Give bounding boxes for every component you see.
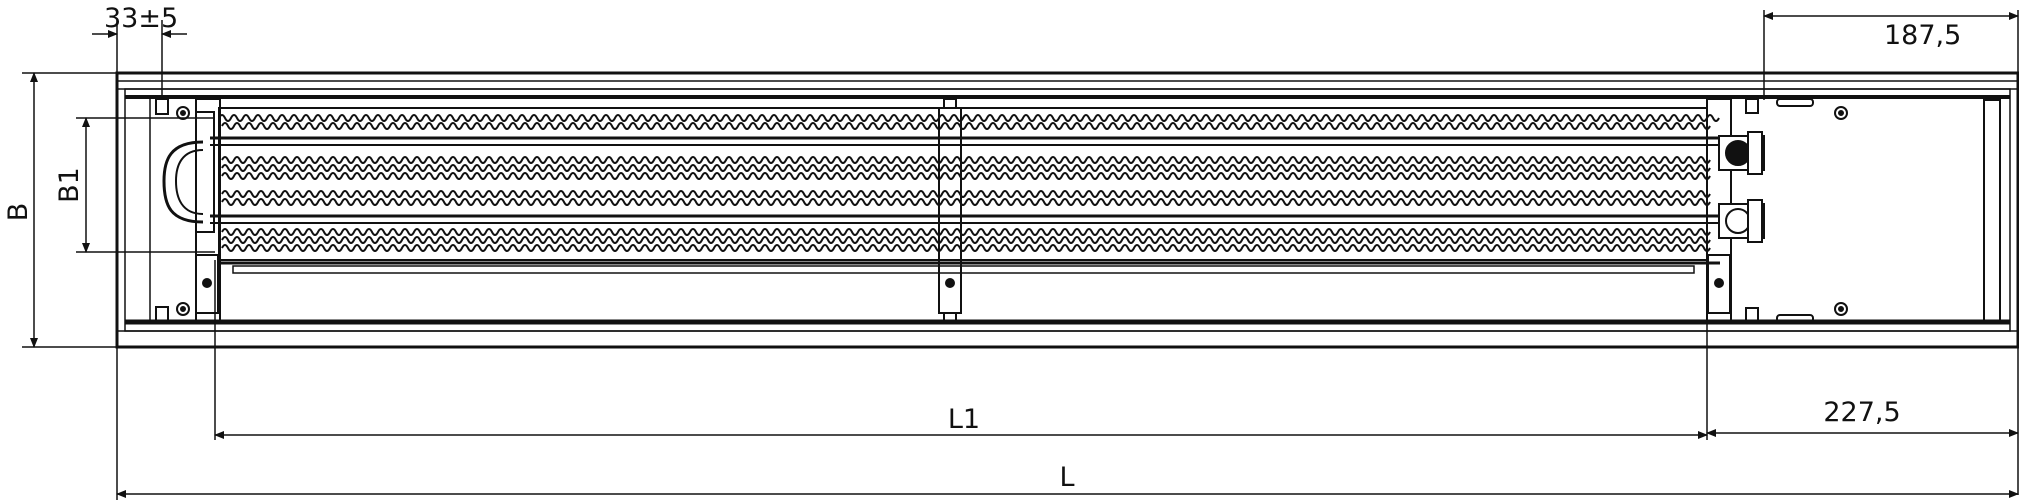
housing-bottom-flange <box>116 330 2019 348</box>
mount-hole-top-left <box>176 106 190 120</box>
fin-wave-row <box>221 122 1711 130</box>
housing-inner-wall <box>124 88 2011 332</box>
pipes <box>162 111 1720 274</box>
u-bend-inner <box>174 149 204 215</box>
valve-lower-head <box>1725 208 1751 234</box>
slot-bottom-right <box>1776 314 1814 323</box>
mounting-parts <box>155 98 1848 323</box>
dim-label-33: 33±5 <box>104 3 178 34</box>
mount-hole-bottom-right-inner <box>1838 306 1844 312</box>
fin-rows <box>221 122 1711 252</box>
mount-hole-bottom-right <box>1834 302 1848 316</box>
dim-label-b: B <box>3 203 34 222</box>
right-bracket-hole <box>1714 278 1724 288</box>
fin-wave-row <box>221 156 1711 164</box>
clip-top-right <box>1745 98 1759 114</box>
mount-hole-top-right-inner <box>1838 110 1844 116</box>
valve-upper-nut <box>1747 131 1763 175</box>
clip-bottom-left <box>155 306 169 323</box>
mount-hole-bottom-left-inner <box>180 306 186 312</box>
fin-wave-row <box>221 244 1711 252</box>
dim-label-l: L <box>1059 462 1074 493</box>
fin-wave-row <box>218 114 1720 122</box>
left-bracket-plate <box>195 254 219 314</box>
u-bend <box>162 140 204 224</box>
mount-hole-top-left-inner <box>180 110 186 116</box>
right-end-panel <box>1983 99 2001 323</box>
fin-wave-row <box>221 190 1711 198</box>
dimension-lines <box>22 10 2019 500</box>
mount-hole-top-right <box>1834 106 1848 120</box>
left-bracket-hole <box>202 278 212 288</box>
middle-bracket-bottom-tab <box>943 312 957 323</box>
valve-lower-nut <box>1747 199 1763 243</box>
fin-wave-row <box>221 198 1711 206</box>
fin-wave-row <box>221 172 1711 180</box>
slot-top-right <box>1776 98 1814 107</box>
middle-bracket-top-tab <box>943 98 957 109</box>
brackets <box>195 98 1732 323</box>
left-bracket <box>195 98 221 322</box>
drip-tray <box>232 265 1695 274</box>
housing-top-flange <box>116 80 2019 90</box>
fin-wave-row <box>221 164 1711 172</box>
valves <box>1718 131 1765 243</box>
housing <box>115 71 2019 349</box>
fin-wave-row <box>221 228 1711 236</box>
clip-top-left <box>155 98 169 115</box>
clip-bottom-right <box>1745 307 1759 323</box>
valve-upper-head <box>1725 140 1751 166</box>
mount-hole-bottom-left <box>176 302 190 316</box>
fin-wave-row <box>221 236 1711 244</box>
dim-label-b1: B1 <box>54 167 85 203</box>
middle-bracket-hole <box>945 278 955 288</box>
dim-label-187: 187,5 <box>1884 20 1961 51</box>
right-bracket-plate <box>1707 254 1731 314</box>
dim-label-227: 227,5 <box>1823 397 1900 428</box>
dimension-labels: 33±5 187,5 B B1 L1 227,5 L <box>3 3 1961 493</box>
dim-label-l1: L1 <box>948 404 980 435</box>
